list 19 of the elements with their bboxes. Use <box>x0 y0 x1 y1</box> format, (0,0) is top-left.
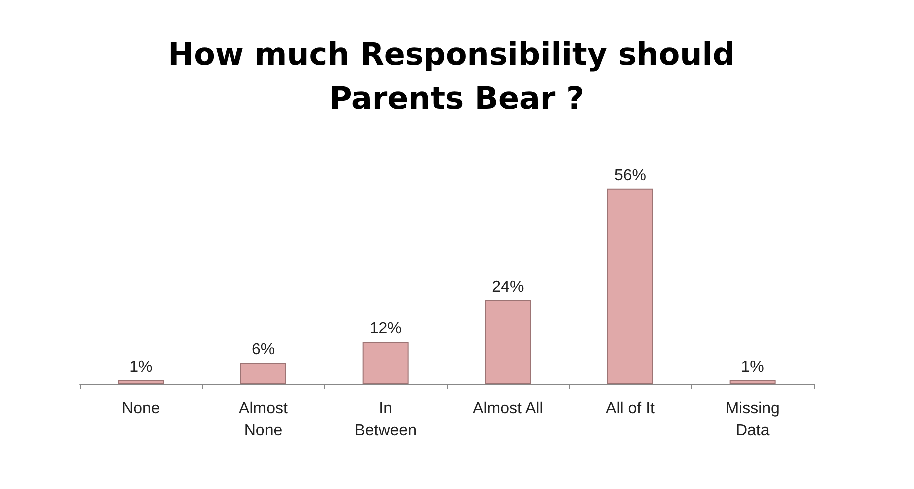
data-label: 1% <box>741 359 764 376</box>
chart-title: How much Responsibility should Parents Bear ? <box>168 37 746 117</box>
x-tick-label: Almost None <box>239 400 288 440</box>
data-label: 56% <box>614 167 647 184</box>
x-tick-label: Missing Data <box>726 400 780 440</box>
bar <box>608 188 654 384</box>
x-tick-label: Almost All <box>473 400 544 418</box>
data-label: 24% <box>492 278 524 296</box>
bar <box>485 300 532 384</box>
bar <box>730 380 776 384</box>
x-tick-label: In Between <box>354 400 417 440</box>
bar <box>240 363 286 384</box>
data-label: 12% <box>370 320 402 338</box>
bar <box>362 342 409 384</box>
data-label: 1% <box>130 359 153 376</box>
x-tick-label: None <box>122 400 160 418</box>
data-label: 6% <box>252 342 276 359</box>
bar <box>118 380 164 384</box>
x-tick-label: All of It <box>606 400 656 418</box>
